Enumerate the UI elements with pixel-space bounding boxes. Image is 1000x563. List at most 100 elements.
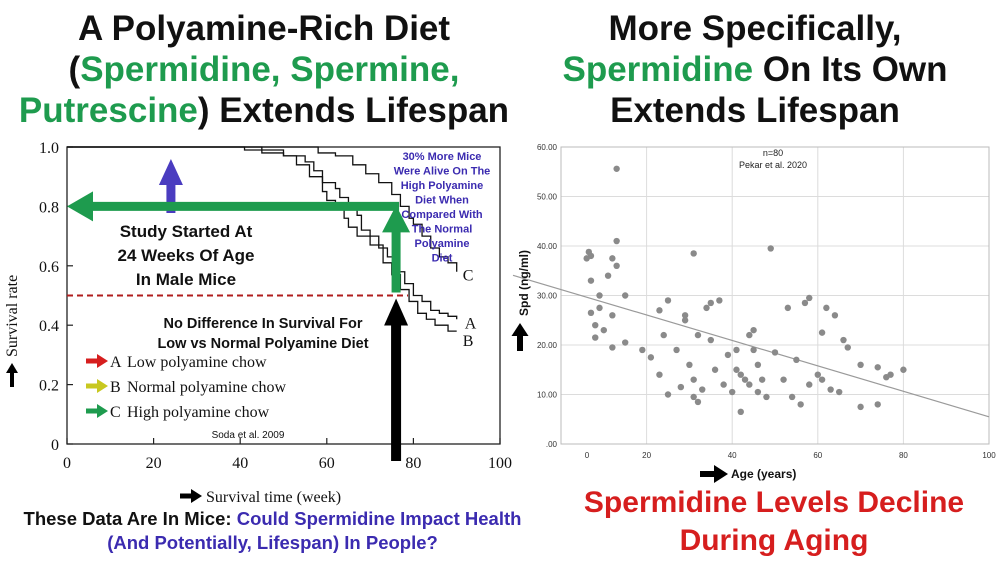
right-title-line1: More Specifically, — [608, 9, 902, 48]
spermidine-scatter-chart: 0 20 40 60 80 100 .00 10.00 20.00 30.00 40.00 50.00… — [511, 143, 996, 483]
scatter-point — [887, 371, 894, 378]
legend-a-arrow-head — [97, 354, 108, 368]
scatter-point — [656, 307, 663, 314]
more-alive-text-line: Compared With — [401, 209, 482, 221]
x-axis-label: Survival time (week) — [206, 489, 341, 506]
compare-week-arrow-head — [384, 298, 409, 326]
scatter-y-axis-label: Spd (ng/ml) — [517, 250, 531, 316]
scatter-point — [801, 299, 809, 307]
right-title-highlight: Spermidine — [562, 50, 754, 89]
scatter-point — [587, 252, 595, 260]
scatter-point — [681, 312, 689, 319]
scatter-point — [741, 376, 749, 383]
survival-curve-label-b: B — [463, 333, 474, 350]
legend-b-arrow-head — [97, 379, 108, 393]
scatter-point — [677, 383, 685, 391]
legend-b-letter: B — [110, 379, 121, 396]
scatter-point — [639, 346, 646, 354]
scatter-x-tick-label: 40 — [728, 451, 737, 460]
legend-a-letter: A — [110, 354, 122, 371]
scatter-point — [587, 309, 595, 317]
more-alive-text-line: Diet When — [415, 195, 469, 207]
scatter-y-tick-label: 20.00 — [537, 341, 558, 350]
scatter-point — [703, 304, 710, 312]
scatter-point — [694, 331, 702, 339]
scatter-x-tick-label: 100 — [982, 451, 996, 460]
scatter-y-tick-label: 30.00 — [537, 292, 558, 301]
survival-curve-label-c: C — [463, 268, 474, 285]
survival-chart-annotations: Study Started At 24 Weeks Of Age In Male M… — [67, 151, 490, 461]
right-caption-line2: During Aging — [679, 524, 869, 557]
x-tick-label: 100 — [488, 455, 512, 472]
scatter-point — [596, 304, 603, 312]
survival-curve-b — [67, 146, 457, 332]
scatter-point — [737, 408, 744, 416]
scatter-point — [754, 361, 762, 368]
scatter-y-tick-label: 50.00 — [537, 193, 558, 202]
scatter-point — [707, 299, 714, 307]
more-alive-text-line: The Normal — [412, 224, 473, 236]
scatter-point — [690, 250, 697, 257]
scatter-point — [750, 326, 757, 334]
no-difference-text-line: No Difference In Survival For — [163, 316, 362, 332]
scatter-point — [840, 336, 847, 344]
scatter-point — [758, 376, 766, 383]
scatter-point — [660, 331, 667, 339]
y-tick-label: 0 — [51, 437, 59, 454]
scatter-plot-frame — [560, 146, 990, 445]
right-title-mid: On Its Own — [753, 50, 948, 89]
survival-citation: Soda et al. 2009 — [212, 430, 285, 441]
study-start-text-line: In Male Mice — [136, 270, 236, 289]
scatter-chart-marks — [512, 165, 990, 418]
scatter-point — [767, 245, 774, 252]
study-start-arrow-head — [158, 159, 183, 185]
scatter-point — [647, 354, 655, 361]
scatter-point — [622, 292, 629, 299]
y-tick-label: 0.8 — [39, 199, 59, 216]
survival-chart-axes: 0 20 40 60 80 100 0 0.2 0.4 0.6 0.8 1.0 Survival tim… — [4, 140, 512, 506]
scatter-point — [806, 294, 813, 302]
survival-curve-c — [67, 146, 458, 272]
legend-b-text: Normal polyamine chow — [127, 379, 287, 396]
scatter-point — [823, 304, 830, 312]
left-title-body: (Spermidine, Spermine, Putrescine) Exten… — [0, 49, 528, 131]
x-axis-label-arrow-head — [191, 489, 202, 503]
scatter-point — [592, 334, 599, 341]
scatter-point — [673, 346, 680, 354]
right-title-line2: Spermidine On Its Own — [510, 49, 1000, 90]
scatter-y-tick-label: 40.00 — [537, 242, 558, 251]
left-caption-black: These Data Are In Mice: — [23, 508, 237, 529]
scatter-x-axis-label: Age (years) — [731, 467, 796, 481]
scatter-y-tick-label: .00 — [546, 440, 558, 449]
more-alive-text-line: High Polyamine — [401, 180, 484, 192]
scatter-point — [690, 393, 697, 401]
y-tick-label: 0.4 — [39, 318, 59, 335]
x-tick-label: 60 — [319, 455, 335, 472]
right-title: More Specifically, Spermidine On Its Own… — [510, 8, 1000, 131]
scatter-point — [874, 401, 881, 408]
scatter-chart-axes: 0 20 40 60 80 100 .00 10.00 20.00 30.00 40.00 50.00… — [511, 143, 996, 483]
scatter-point — [613, 237, 620, 245]
scatter-point — [609, 255, 616, 262]
green-level-arrow-head — [67, 191, 93, 222]
left-caption-purple: Could Spermidine Impact Health (And Pote… — [107, 508, 522, 553]
more-alive-text-line: Were Alive On The — [394, 166, 491, 178]
scatter-point — [711, 366, 719, 373]
scatter-point — [900, 366, 907, 373]
scatter-trendline — [512, 274, 990, 418]
scatter-point — [686, 361, 693, 368]
scatter-x-tick-label: 20 — [642, 451, 651, 460]
survival-curve-label-a: A — [465, 315, 477, 332]
legend-c-arrow-head — [97, 404, 108, 418]
scatter-point — [737, 371, 744, 378]
scatter-point — [746, 381, 753, 388]
scatter-point — [694, 398, 702, 406]
x-tick-label: 0 — [63, 455, 71, 472]
y-tick-label: 0.2 — [39, 378, 59, 395]
y-axis-label-arrow-head — [6, 363, 18, 373]
scatter-x-label-arrow-head — [714, 465, 728, 483]
scatter-point — [690, 376, 697, 383]
scatter-x-tick-label: 60 — [813, 451, 822, 460]
left-caption: These Data Are In Mice: Could Spermidine… — [0, 507, 545, 555]
left-title-rest: ) Extends Lifespan — [197, 91, 510, 130]
